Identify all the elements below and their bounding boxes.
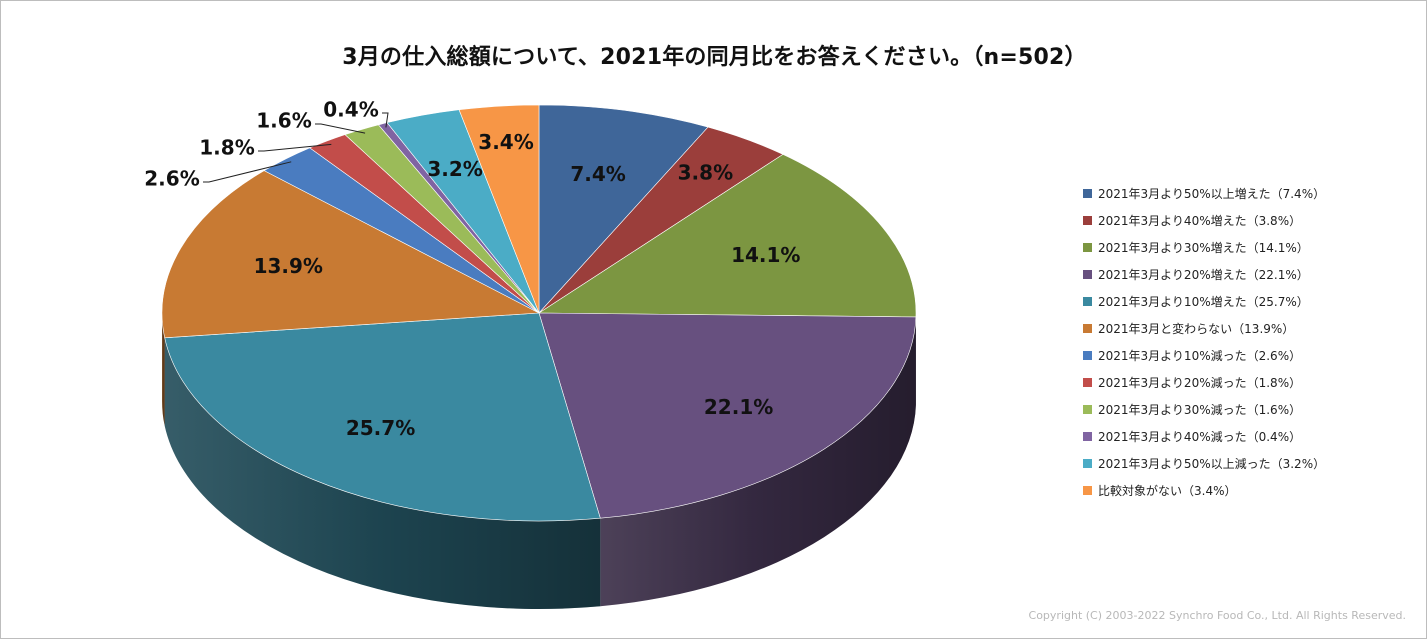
legend-item-10: 2021年3月より40%減った（0.4%） bbox=[1083, 423, 1423, 450]
legend-label-6: 2021年3月と変わらない（13.9%） bbox=[1098, 322, 1295, 336]
legend-item-1: 2021年3月より50%以上増えた（7.4%） bbox=[1083, 180, 1423, 207]
legend-item-11: 2021年3月より50%以上減った（3.2%） bbox=[1083, 450, 1423, 477]
data-label-2: 3.8% bbox=[678, 161, 733, 185]
legend-swatch-10 bbox=[1083, 432, 1092, 441]
pie-chart: 7.4% 3.8% 14.1% 22.1% 25.7% 13.9% 2.6%1.8%1.6%… bbox=[144, 98, 917, 609]
pie-side-shade-4 bbox=[600, 316, 916, 607]
pie-side-walls bbox=[162, 313, 916, 609]
legend-label-5: 2021年3月より10%増えた（25.7%） bbox=[1098, 295, 1309, 309]
legend-swatch-1 bbox=[1083, 189, 1092, 198]
legend-swatch-3 bbox=[1083, 243, 1092, 252]
leader-line-9 bbox=[315, 123, 366, 134]
legend-label-2: 2021年3月より40%増えた（3.8%） bbox=[1098, 214, 1302, 228]
legend-swatch-7 bbox=[1083, 351, 1092, 360]
pie-side-shade-5 bbox=[164, 337, 601, 609]
legend-label-10: 2021年3月より40%減った（0.4%） bbox=[1098, 430, 1302, 444]
chart-title: 3月の仕入総額について、2021年の同月比をお答えください。（n=502） bbox=[342, 45, 1087, 70]
data-label-1: 7.4% bbox=[570, 162, 625, 186]
data-label-12: 3.4% bbox=[478, 130, 533, 154]
legend-swatch-12 bbox=[1083, 486, 1092, 495]
legend-item-4: 2021年3月より20%増えた（22.1%） bbox=[1083, 261, 1423, 288]
leader-lines bbox=[203, 112, 389, 183]
legend-label-12: 比較対象がない（3.4%） bbox=[1098, 484, 1237, 498]
legend-item-6: 2021年3月と変わらない（13.9%） bbox=[1083, 315, 1423, 342]
leader-line-8 bbox=[258, 143, 332, 152]
leader-line-10 bbox=[382, 112, 389, 128]
legend-label-7: 2021年3月より10%減った（2.6%） bbox=[1098, 349, 1302, 363]
legend-swatch-6 bbox=[1083, 324, 1092, 333]
legend-label-1: 2021年3月より50%以上増えた（7.4%） bbox=[1098, 187, 1326, 201]
data-label-4: 22.1% bbox=[704, 395, 773, 419]
legend-label-11: 2021年3月より50%以上減った（3.2%） bbox=[1098, 457, 1326, 471]
pie-slice-6 bbox=[161, 170, 541, 339]
data-label-3: 14.1% bbox=[731, 243, 800, 267]
legend-swatch-8 bbox=[1083, 378, 1092, 387]
pie-slice-1 bbox=[538, 104, 709, 314]
data-label-7: 2.6% bbox=[144, 167, 199, 191]
legend-label-9: 2021年3月より30%減った（1.6%） bbox=[1098, 403, 1302, 417]
data-label-10: 0.4% bbox=[323, 98, 378, 122]
legend-swatch-11 bbox=[1083, 459, 1092, 468]
legend-swatch-4 bbox=[1083, 270, 1092, 279]
legend-swatch-5 bbox=[1083, 297, 1092, 306]
data-labels: 7.4% 3.8% 14.1% 22.1% 25.7% 13.9% 2.6%1.8%1.6%… bbox=[144, 98, 800, 440]
legend-item-8: 2021年3月より20%減った（1.8%） bbox=[1083, 369, 1423, 396]
legend-swatch-9 bbox=[1083, 405, 1092, 414]
pie-side-shade-6 bbox=[162, 313, 165, 426]
legend-item-12: 比較対象がない（3.4%） bbox=[1083, 477, 1423, 504]
legend-item-5: 2021年3月より10%増えた（25.7%） bbox=[1083, 288, 1423, 315]
legend-label-4: 2021年3月より20%増えた（22.1%） bbox=[1098, 268, 1309, 282]
legend-swatch-2 bbox=[1083, 216, 1092, 225]
data-label-11: 3.2% bbox=[427, 157, 482, 181]
legend-label-3: 2021年3月より30%増えた（14.1%） bbox=[1098, 241, 1309, 255]
pie-slice-12 bbox=[458, 104, 540, 314]
copyright-text: Copyright (C) 2003-2022 Synchro Food Co.… bbox=[1028, 609, 1406, 622]
legend-item-3: 2021年3月より30%増えた（14.1%） bbox=[1083, 234, 1423, 261]
legend-item-7: 2021年3月より10%減った（2.6%） bbox=[1083, 342, 1423, 369]
pie-slice-4 bbox=[538, 312, 917, 519]
legend-label-8: 2021年3月より20%減った（1.8%） bbox=[1098, 376, 1302, 390]
data-label-8: 1.8% bbox=[199, 136, 254, 160]
legend: 2021年3月より50%以上増えた（7.4%） 2021年3月より40%増えた（3… bbox=[1083, 180, 1423, 504]
pie-slice-5 bbox=[164, 312, 601, 522]
data-label-9: 1.6% bbox=[256, 109, 311, 133]
leader-line-7 bbox=[203, 161, 292, 183]
legend-item-2: 2021年3月より40%増えた（3.8%） bbox=[1083, 207, 1423, 234]
legend-item-9: 2021年3月より30%減った（1.6%） bbox=[1083, 396, 1423, 423]
data-label-6: 13.9% bbox=[254, 254, 323, 278]
pie-top-face bbox=[161, 104, 917, 522]
pie-slice-3 bbox=[538, 154, 917, 318]
data-label-5: 25.7% bbox=[346, 416, 415, 440]
